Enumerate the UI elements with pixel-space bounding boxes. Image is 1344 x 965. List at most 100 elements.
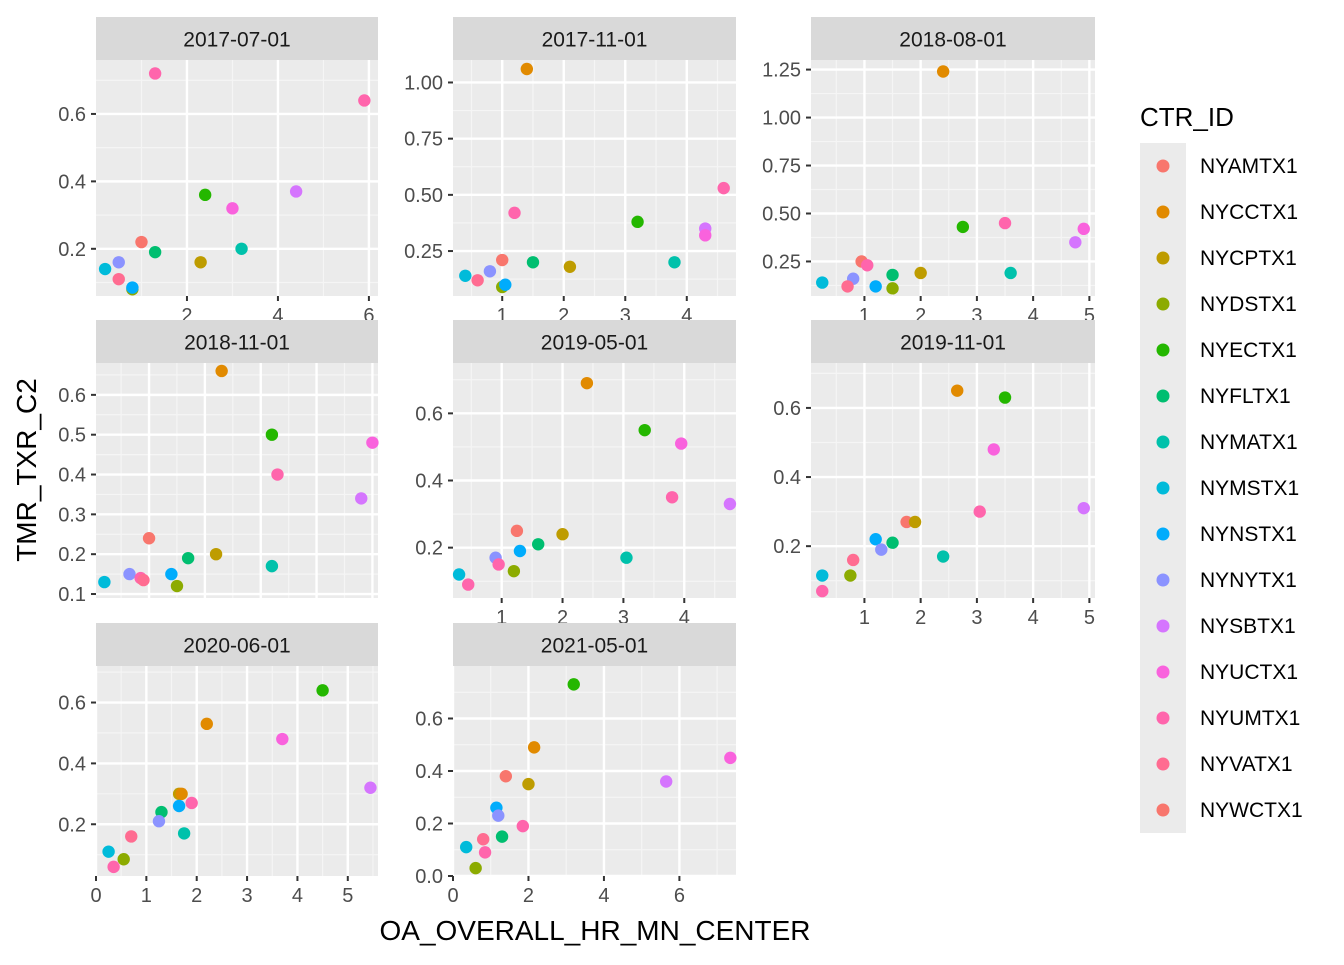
data-point <box>869 280 882 293</box>
facet-strip <box>96 17 378 60</box>
legend-key <box>1156 573 1170 587</box>
data-point <box>209 547 223 561</box>
x-tick-label: 2 <box>557 607 568 629</box>
data-point <box>723 497 737 511</box>
data-point <box>194 256 207 269</box>
data-point <box>198 188 212 202</box>
legend-key <box>1156 481 1170 495</box>
data-point <box>724 751 737 765</box>
legend-label: NYSBTX1 <box>1200 615 1296 638</box>
y-axis-title: TMR_TXR_C2 <box>11 378 42 562</box>
data-point <box>469 861 482 875</box>
legend-label: NYNSTX1 <box>1200 523 1297 546</box>
data-point <box>844 569 857 582</box>
facet-strip <box>96 623 378 666</box>
x-tick-label: 6 <box>674 885 685 907</box>
y-tick-label: 0.6 <box>58 385 86 407</box>
y-tick-label: 0.2 <box>415 538 443 560</box>
data-point <box>513 544 527 558</box>
legend-key <box>1156 389 1170 403</box>
x-tick-label: 3 <box>971 607 982 629</box>
y-tick-label: 0.4 <box>415 761 443 783</box>
panel-background <box>96 666 378 876</box>
y-tick-label: 0.6 <box>773 398 801 420</box>
data-point <box>508 206 521 220</box>
legend-label: NYMATX1 <box>1200 431 1298 454</box>
data-point <box>289 185 303 198</box>
legend-label: NYVATX1 <box>1200 753 1293 776</box>
x-tick-label: 4 <box>679 607 690 629</box>
data-point <box>152 815 166 828</box>
data-point <box>668 256 681 269</box>
data-point <box>137 573 150 587</box>
data-point <box>181 551 195 565</box>
x-axis-title: OA_OVERALL_HR_MN_CENTER <box>379 915 810 946</box>
data-point <box>886 536 899 549</box>
y-tick-label: 0.2 <box>58 544 86 566</box>
legend-key <box>1156 205 1170 219</box>
data-point <box>998 391 1012 404</box>
data-point <box>659 775 673 788</box>
facet-strip <box>811 320 1095 363</box>
data-point <box>987 443 1000 456</box>
legend-label: NYWCTX1 <box>1200 799 1303 822</box>
data-point <box>973 505 986 518</box>
data-point <box>112 272 125 286</box>
x-tick-label: 5 <box>1084 305 1095 327</box>
data-point <box>1069 236 1082 249</box>
data-point <box>492 809 505 822</box>
y-tick-label: 0.2 <box>58 239 86 261</box>
x-tick-label: 2 <box>915 305 926 327</box>
data-point <box>478 846 492 859</box>
y-tick-label: 0.0 <box>415 866 443 888</box>
data-point <box>276 732 289 746</box>
y-tick-label: 0.50 <box>404 185 443 207</box>
data-point <box>358 94 371 107</box>
legend-key <box>1156 297 1170 311</box>
facet-strip-label: 2018-08-01 <box>899 29 1006 52</box>
data-point <box>177 827 191 840</box>
data-point <box>886 282 899 295</box>
y-tick-label: 1.00 <box>762 108 801 130</box>
facet-panel: 2019-11-01 0.2 0.4 0.6 1 2 3 4 5 <box>773 320 1095 629</box>
data-point <box>364 781 377 794</box>
y-tick-label: 1.25 <box>762 60 801 82</box>
data-point <box>532 538 545 551</box>
data-point <box>175 787 188 801</box>
x-tick-label: 4 <box>598 885 609 907</box>
data-point <box>956 220 970 234</box>
facet-strip-label: 2018-11-01 <box>184 332 290 355</box>
data-point <box>580 376 594 390</box>
y-tick-label: 0.50 <box>762 203 801 225</box>
x-tick-label: 4 <box>1028 607 1039 629</box>
data-point <box>520 62 534 76</box>
panel-background <box>96 363 378 598</box>
data-point <box>951 384 964 397</box>
y-tick-label: 0.4 <box>58 171 86 193</box>
data-point <box>483 265 497 278</box>
legend-title: CTR_ID <box>1140 102 1234 132</box>
y-tick-label: 0.1 <box>58 584 86 606</box>
y-tick-label: 0.4 <box>415 471 443 493</box>
x-tick-label: 3 <box>618 607 629 629</box>
legend-entries: NYAMTX1 NYCCTX1 NYCPTX1 NYDSTX1 NYECTX1 NYFLT… <box>1156 155 1303 822</box>
data-point <box>135 235 148 249</box>
data-point <box>567 678 580 691</box>
data-point <box>123 567 136 581</box>
y-tick-label: 0.2 <box>415 814 443 836</box>
data-point <box>563 260 577 273</box>
data-point <box>495 830 509 843</box>
x-tick-label: 5 <box>342 885 353 907</box>
data-point <box>355 492 368 505</box>
x-tick-label: 2 <box>191 885 202 907</box>
legend-label: NYCPTX1 <box>1200 247 1297 270</box>
x-tick-label: 4 <box>292 885 303 907</box>
data-point <box>869 533 882 546</box>
data-point <box>235 242 248 255</box>
legend-key <box>1156 803 1170 817</box>
legend-key <box>1156 527 1170 541</box>
data-point <box>496 253 509 267</box>
data-point <box>861 259 874 272</box>
